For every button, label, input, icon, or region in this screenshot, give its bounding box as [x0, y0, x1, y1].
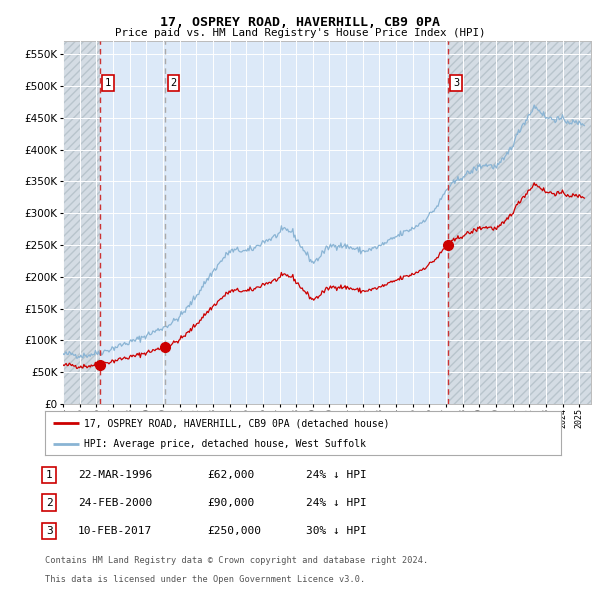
Text: 22-MAR-1996: 22-MAR-1996: [78, 470, 152, 480]
Text: £62,000: £62,000: [207, 470, 254, 480]
Text: Contains HM Land Registry data © Crown copyright and database right 2024.: Contains HM Land Registry data © Crown c…: [45, 556, 428, 565]
Text: 3: 3: [453, 78, 459, 88]
Bar: [63, 41, 100, 404]
Text: 1: 1: [105, 78, 111, 88]
Text: 3: 3: [46, 526, 53, 536]
Text: 24% ↓ HPI: 24% ↓ HPI: [306, 470, 367, 480]
Text: £250,000: £250,000: [207, 526, 261, 536]
Text: 10-FEB-2017: 10-FEB-2017: [78, 526, 152, 536]
Text: 2: 2: [46, 498, 53, 507]
Text: HPI: Average price, detached house, West Suffolk: HPI: Average price, detached house, West…: [83, 438, 366, 448]
Text: This data is licensed under the Open Government Licence v3.0.: This data is licensed under the Open Gov…: [45, 575, 365, 584]
Text: £90,000: £90,000: [207, 498, 254, 507]
Text: 17, OSPREY ROAD, HAVERHILL, CB9 0PA (detached house): 17, OSPREY ROAD, HAVERHILL, CB9 0PA (det…: [83, 418, 389, 428]
Text: 17, OSPREY ROAD, HAVERHILL, CB9 0PA: 17, OSPREY ROAD, HAVERHILL, CB9 0PA: [160, 16, 440, 29]
Text: 30% ↓ HPI: 30% ↓ HPI: [306, 526, 367, 536]
Bar: [448, 41, 591, 404]
Bar: [448, 41, 591, 404]
Text: 1: 1: [46, 470, 53, 480]
Text: 24-FEB-2000: 24-FEB-2000: [78, 498, 152, 507]
Text: Price paid vs. HM Land Registry's House Price Index (HPI): Price paid vs. HM Land Registry's House …: [115, 28, 485, 38]
Text: 24% ↓ HPI: 24% ↓ HPI: [306, 498, 367, 507]
Text: 2: 2: [170, 78, 176, 88]
Bar: [63, 41, 100, 404]
